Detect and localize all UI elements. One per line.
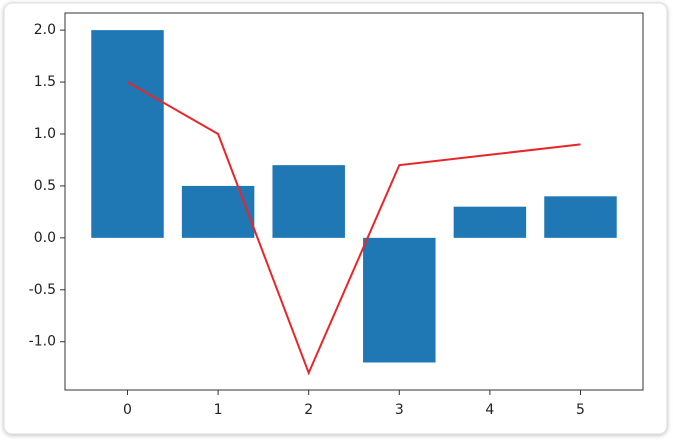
x-tick-label: 5: [576, 402, 585, 418]
y-tick-label: -1.0: [29, 334, 56, 350]
y-tick-label: 2.0: [34, 22, 56, 38]
x-tick-label: 1: [214, 402, 223, 418]
bar: [453, 206, 527, 238]
bar: [272, 165, 345, 238]
y-tick-label: 1.5: [34, 74, 56, 90]
line: [127, 81, 581, 376]
x-tick-label: 3: [395, 402, 404, 418]
axes-frame: [64, 12, 644, 391]
y-tick-label: 1.0: [34, 126, 56, 142]
bar: [544, 196, 617, 238]
x-tick-label: 2: [304, 402, 313, 418]
x-tick-label: 0: [123, 402, 132, 418]
bar: [181, 185, 255, 238]
x-tick-label: 4: [485, 402, 494, 418]
y-tick-label: 0.0: [34, 230, 56, 246]
bar: [363, 237, 436, 363]
y-tick-label: -0.5: [29, 282, 56, 298]
y-tick-label: 0.5: [34, 178, 56, 194]
bar: [91, 30, 164, 238]
